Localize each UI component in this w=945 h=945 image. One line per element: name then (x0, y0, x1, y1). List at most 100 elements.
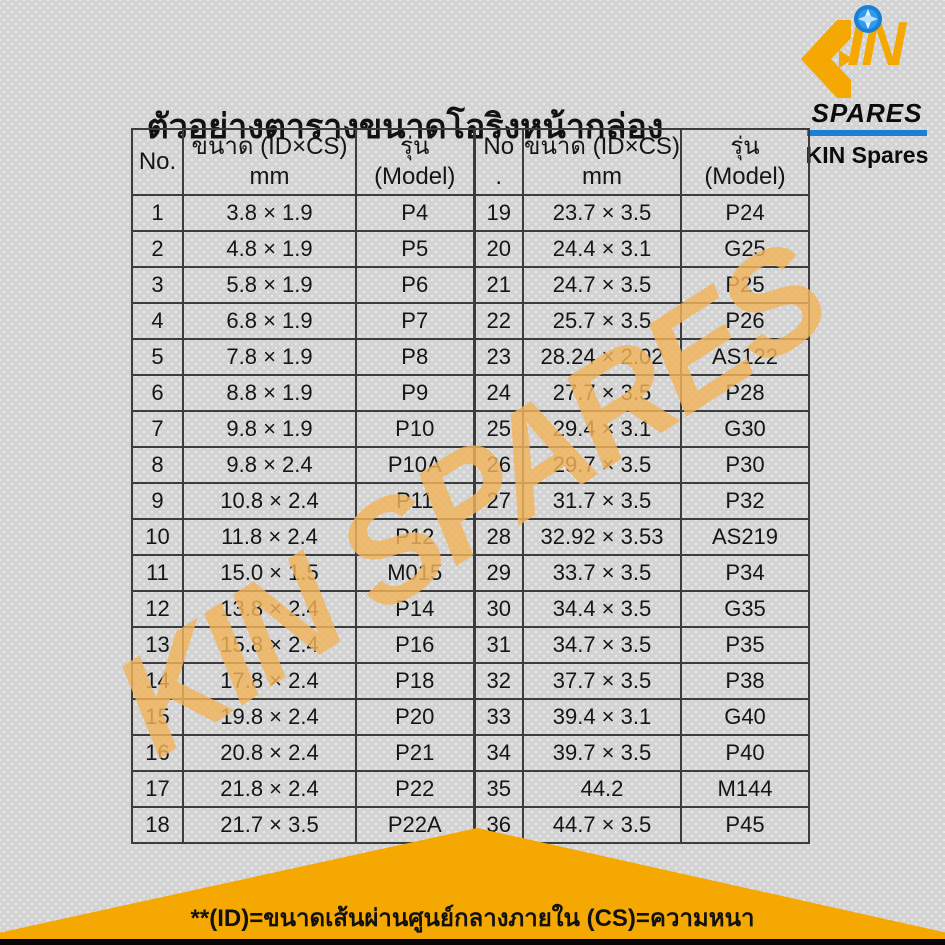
table-cell: P10 (355, 410, 475, 448)
table-cell: 31 (472, 626, 524, 664)
table-cell: 9 (131, 482, 184, 520)
table-row: 3 5.8 × 1.9 P6 21 24.7 × 3.5 P25 (131, 266, 810, 304)
table-cell: 29 (472, 554, 524, 592)
table-row: 4 6.8 × 1.9 P7 22 25.7 × 3.5 P26 (131, 302, 810, 340)
table-row: 10 11.8 × 2.4 P12 28 32.92 × 3.53 AS219 (131, 518, 810, 556)
table-cell: 21 (472, 266, 524, 304)
table-cell: AS219 (680, 518, 810, 556)
table-cell: 23.7 × 3.5 (522, 194, 682, 232)
table-cell: 27 (472, 482, 524, 520)
table-cell: 8.8 × 1.9 (182, 374, 357, 412)
table-cell: 29.4 × 3.1 (522, 410, 682, 448)
table-row: 7 9.8 × 1.9 P10 25 29.4 × 3.1 G30 (131, 410, 810, 448)
table-cell: 35 (472, 770, 524, 808)
table-row: 12 13.8 × 2.4 P14 30 34.4 × 3.5 G35 (131, 590, 810, 628)
table-cell: 33 (472, 698, 524, 736)
logo-spares-text: SPARES (811, 98, 923, 128)
table-cell: G40 (680, 698, 810, 736)
table-cell: 25.7 × 3.5 (522, 302, 682, 340)
table-cell: 29.7 × 3.5 (522, 446, 682, 484)
header-no-left: No. (131, 128, 184, 196)
table-cell: 34.4 × 3.5 (522, 590, 682, 628)
table-cell: 34.7 × 3.5 (522, 626, 682, 664)
table-row: 2 4.8 × 1.9 P5 20 24.4 × 3.1 G25 (131, 230, 810, 268)
table-cell: 9.8 × 1.9 (182, 410, 357, 448)
kin-spares-logo: IN SPARES KIN Spares (797, 5, 937, 169)
gear-star-icon (854, 5, 882, 33)
table-cell: 5.8 × 1.9 (182, 266, 357, 304)
table-cell: 23 (472, 338, 524, 376)
kin-chevron-icon (801, 20, 853, 98)
table-row: 11 15.0 × 1.5 M015 29 33.7 × 3.5 P34 (131, 554, 810, 592)
oring-size-table: No. ขนาด (ID×CS) mm รุ่น (Model) No . ขน… (131, 128, 810, 844)
table-cell: 30 (472, 590, 524, 628)
table-cell: 32.92 × 3.53 (522, 518, 682, 556)
table-cell: P9 (355, 374, 475, 412)
table-cell: 6.8 × 1.9 (182, 302, 357, 340)
table-cell: P26 (680, 302, 810, 340)
table-cell: P35 (680, 626, 810, 664)
table-row: 14 17.8 × 2.4 P18 32 37.7 × 3.5 P38 (131, 662, 810, 700)
table-cell: 39.4 × 3.1 (522, 698, 682, 736)
table-cell: 34 (472, 734, 524, 772)
table-cell: 14 (131, 662, 184, 700)
table-cell: 16 (131, 734, 184, 772)
table-cell: AS122 (680, 338, 810, 376)
table-cell: 20 (472, 230, 524, 268)
table-cell: 1 (131, 194, 184, 232)
table-cell: 31.7 × 3.5 (522, 482, 682, 520)
table-cell: 24.4 × 3.1 (522, 230, 682, 268)
table-cell: 5 (131, 338, 184, 376)
table-row: 18 21.7 × 3.5 P22A 36 44.7 × 3.5 P45 (131, 806, 810, 844)
table-row: 15 19.8 × 2.4 P20 33 39.4 × 3.1 G40 (131, 698, 810, 736)
table-cell: 9.8 × 2.4 (182, 446, 357, 484)
table-cell: P24 (680, 194, 810, 232)
table-cell: P6 (355, 266, 475, 304)
table-cell: 11.8 × 2.4 (182, 518, 357, 556)
bottom-black-bar (0, 939, 945, 945)
table-cell: 13.8 × 2.4 (182, 590, 357, 628)
table-row: 9 10.8 × 2.4 P11 27 31.7 × 3.5 P32 (131, 482, 810, 520)
table-cell: P21 (355, 734, 475, 772)
header-size-left: ขนาด (ID×CS) mm (182, 128, 357, 196)
table-cell: 18 (131, 806, 184, 844)
table-cell: P20 (355, 698, 475, 736)
table-cell: P45 (680, 806, 810, 844)
table-cell: 3.8 × 1.9 (182, 194, 357, 232)
table-cell: 25 (472, 410, 524, 448)
table-cell: 15.8 × 2.4 (182, 626, 357, 664)
table-cell: 22 (472, 302, 524, 340)
table-row: 6 8.8 × 1.9 P9 24 27.7 × 3.5 P28 (131, 374, 810, 412)
table-row: 8 9.8 × 2.4 P10A 26 29.7 × 3.5 P30 (131, 446, 810, 484)
table-cell: 19.8 × 2.4 (182, 698, 357, 736)
table-cell: P7 (355, 302, 475, 340)
table-row: 16 20.8 × 2.4 P21 34 39.7 × 3.5 P40 (131, 734, 810, 772)
table-cell: 39.7 × 3.5 (522, 734, 682, 772)
table-cell: 21.8 × 2.4 (182, 770, 357, 808)
table-row: 17 21.8 × 2.4 P22 35 44.2 M144 (131, 770, 810, 808)
table-cell: 2 (131, 230, 184, 268)
table-cell: 26 (472, 446, 524, 484)
header-no-right: No . (472, 128, 524, 196)
table-cell: 7 (131, 410, 184, 448)
table-cell: P18 (355, 662, 475, 700)
table-cell: 3 (131, 266, 184, 304)
table-cell: 15 (131, 698, 184, 736)
table-cell: P28 (680, 374, 810, 412)
table-cell: P8 (355, 338, 475, 376)
table-cell: G35 (680, 590, 810, 628)
logo-mark: IN (801, 5, 933, 98)
table-cell: P12 (355, 518, 475, 556)
table-cell: G25 (680, 230, 810, 268)
table-cell: M144 (680, 770, 810, 808)
table-cell: 4.8 × 1.9 (182, 230, 357, 268)
table-cell: M015 (355, 554, 475, 592)
table-cell: 17.8 × 2.4 (182, 662, 357, 700)
table-cell: 11 (131, 554, 184, 592)
table-cell: 28.24 × 2.02 (522, 338, 682, 376)
table-cell: P30 (680, 446, 810, 484)
table-cell: 27.7 × 3.5 (522, 374, 682, 412)
table-row: 1 3.8 × 1.9 P4 19 23.7 × 3.5 P24 (131, 194, 810, 232)
table-cell: P38 (680, 662, 810, 700)
table-cell: 24 (472, 374, 524, 412)
